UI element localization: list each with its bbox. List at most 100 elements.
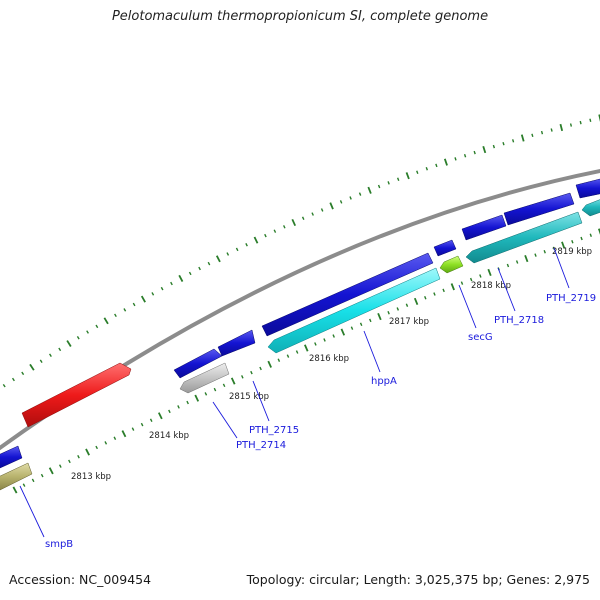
ring-tick <box>177 405 180 409</box>
ring-tick <box>340 328 346 336</box>
ring-tick <box>68 459 71 464</box>
tick-label-2818: 2818 kbp <box>471 281 511 291</box>
leader-hppA <box>363 330 381 373</box>
gene-red-arrow[interactable] <box>21 362 132 428</box>
gene-label-PTH_2719[interactable]: PTH_2719 <box>546 293 596 304</box>
ring-tick <box>531 133 534 138</box>
ring-tick <box>405 172 410 180</box>
ring-tick <box>194 394 200 402</box>
gene-blue-arrow-left[interactable] <box>0 445 23 469</box>
ring-tick <box>253 236 259 244</box>
gene-hppA[interactable] <box>267 267 441 354</box>
gene-smpB[interactable] <box>0 462 33 491</box>
gene-blue-arrow-small[interactable] <box>433 239 457 257</box>
gene-label-PTH_2714[interactable]: PTH_2714 <box>236 440 286 451</box>
topology-text: Topology: circular; Length: 3,025,375 bp… <box>246 572 590 587</box>
gene-blue-arrow-hppA[interactable] <box>261 252 434 337</box>
ring-tick <box>540 130 544 135</box>
ring-tick <box>597 228 600 235</box>
ring-tick <box>589 118 592 123</box>
ring-tick <box>561 241 566 249</box>
gene-PTH_2719[interactable] <box>581 198 600 217</box>
ring-tick <box>259 366 262 371</box>
ring-tick <box>140 295 146 303</box>
outer-tick-ring <box>2 114 600 388</box>
ring-tick <box>250 370 253 375</box>
tick-label-2814: 2814 kbp <box>149 431 189 441</box>
ring-tick <box>598 114 600 122</box>
ring-tick <box>559 123 564 132</box>
ring-tick <box>332 334 335 338</box>
ring-tick <box>86 330 89 334</box>
gene-blue-arrow-3[interactable] <box>461 214 507 241</box>
ring-tick <box>339 200 343 204</box>
ring-tick <box>425 167 429 171</box>
ring-tick <box>492 144 496 149</box>
ring-tick <box>534 253 537 257</box>
ring-tick <box>502 141 505 146</box>
gene-label-hppA[interactable]: hppA <box>371 376 397 387</box>
ring-tick <box>520 134 525 142</box>
gene-label-secG[interactable]: secG <box>468 332 493 343</box>
ring-tick <box>157 412 163 420</box>
ring-tick <box>524 254 529 263</box>
ring-tick <box>295 350 299 354</box>
ring-tick <box>304 344 309 352</box>
ring-tick <box>291 218 297 227</box>
ring-tick <box>226 252 230 256</box>
ring-tick <box>40 473 44 478</box>
ring-tick <box>450 283 455 291</box>
ring-tick <box>433 292 436 296</box>
gene-label-smpB[interactable]: smpB <box>45 539 73 550</box>
ring-tick <box>39 359 43 363</box>
gene-label-PTH_2718[interactable]: PTH_2718 <box>494 315 544 326</box>
ring-tick <box>311 212 314 216</box>
ring-tick <box>178 274 184 282</box>
ring-tick <box>286 354 290 358</box>
gene-secG[interactable] <box>439 255 464 274</box>
ring-tick <box>580 236 583 241</box>
gene-blue-arrow-2[interactable] <box>217 329 256 357</box>
ring-tick <box>2 384 6 388</box>
gene-PTH_2718[interactable] <box>465 211 583 264</box>
ring-tick <box>387 311 390 315</box>
gene-PTH_2714[interactable] <box>179 362 230 394</box>
accession-text: Accession: NC_009454 <box>9 572 152 587</box>
ring-tick <box>314 342 317 346</box>
inner-tick-ring <box>12 228 600 494</box>
ring-tick <box>58 464 62 468</box>
ring-tick <box>245 242 248 247</box>
tick-label-2819: 2819 kbp <box>552 247 592 257</box>
ring-tick <box>320 208 324 212</box>
ring-tick <box>264 233 267 238</box>
ring-tick <box>301 216 305 220</box>
ring-tick <box>12 486 18 494</box>
ring-tick <box>207 261 211 266</box>
gene-blue-arrow-5[interactable] <box>575 178 600 199</box>
gene-blue-arrow-4[interactable] <box>503 192 575 226</box>
ring-tick <box>589 233 592 237</box>
ring-tick <box>579 120 582 125</box>
ring-tick <box>463 153 467 158</box>
gene-label-PTH_2715[interactable]: PTH_2715 <box>249 425 299 436</box>
ring-tick <box>550 128 553 132</box>
ring-tick <box>329 202 334 210</box>
ring-tick <box>443 158 448 166</box>
ring-tick <box>358 192 362 196</box>
ring-tick <box>405 303 409 307</box>
ring-tick <box>230 377 236 385</box>
ring-tick <box>569 123 573 127</box>
ring-tick <box>11 377 15 382</box>
gene-labels: smpB PTH_2714 PTH_2715 hppA secG PTH_271… <box>45 293 596 550</box>
ring-tick <box>424 295 427 300</box>
ring-tick <box>31 478 35 483</box>
ring-tick <box>369 318 372 323</box>
ring-tick <box>103 317 109 325</box>
ring-tick <box>367 186 372 194</box>
ring-tick <box>350 326 354 330</box>
ring-tick <box>48 467 54 475</box>
tick-label-2817: 2817 kbp <box>389 317 429 327</box>
ring-tick <box>359 322 363 327</box>
ring-tick <box>413 297 419 306</box>
